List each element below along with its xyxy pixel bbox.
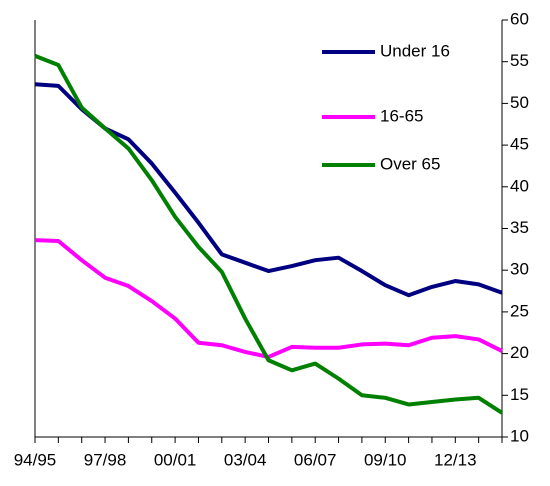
legend-label: 16-65 (380, 106, 423, 125)
y-tick-label: 40 (510, 176, 529, 195)
y-tick-label: 30 (510, 260, 529, 279)
y-tick-label: 25 (510, 301, 529, 320)
series-line (34, 238, 503, 359)
y-tick-label: 55 (510, 51, 529, 70)
y-tick-label: 10 (510, 426, 529, 445)
x-tick-label: 94/95 (14, 450, 57, 469)
y-tick-label: 45 (510, 135, 529, 154)
series-line (34, 82, 503, 298)
y-tick-label: 60 (510, 9, 529, 28)
series-line (34, 54, 504, 415)
y-tick-label: 35 (510, 218, 529, 237)
y-tick-label: 15 (510, 385, 529, 404)
legend-label: Over 65 (380, 154, 440, 173)
y-tick-label: 50 (510, 93, 529, 112)
x-tick-label: 03/04 (224, 450, 267, 469)
y-tick-label: 20 (510, 343, 529, 362)
x-tick-label: 97/98 (84, 450, 127, 469)
x-tick-label: 12/13 (434, 450, 477, 469)
x-tick-label: 09/10 (364, 450, 407, 469)
x-tick-label: 00/01 (154, 450, 197, 469)
x-tick-label: 06/07 (294, 450, 337, 469)
legend-label: Under 16 (380, 41, 450, 60)
